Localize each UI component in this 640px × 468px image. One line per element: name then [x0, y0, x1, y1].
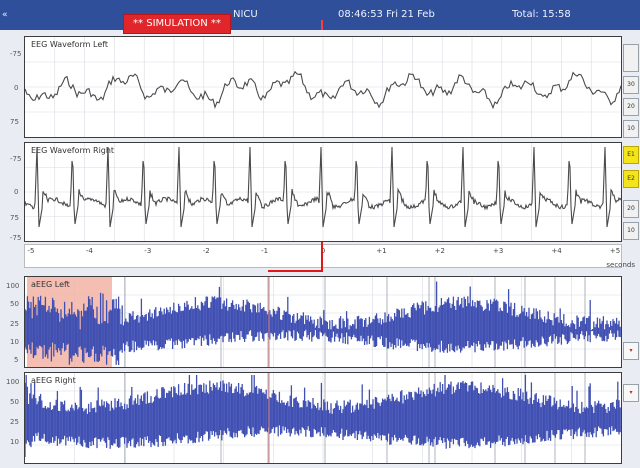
side-button-3[interactable]: 20 [623, 98, 639, 116]
aeeg-band [25, 375, 621, 457]
time-tick-label: -1 [261, 247, 269, 255]
y-label: -75 [10, 234, 22, 242]
panel-title: EEG Waveform Left [31, 40, 109, 49]
status-bar: « ** SIMULATION ** NICU 08:46:53 Fri 21 … [0, 0, 640, 34]
y-label: 25 [10, 320, 19, 328]
side-button-8[interactable]: 10 [623, 222, 639, 240]
time-tick-label: -4 [85, 247, 93, 255]
time-tick-label: +2 [434, 247, 445, 255]
aeeg-right-trend [25, 373, 621, 463]
side-button-4[interactable]: 10 [623, 120, 639, 138]
y-label: 50 [10, 398, 19, 406]
y-label: 50 [10, 300, 19, 308]
eeg-right-grid [25, 143, 621, 241]
eeg-right-trace [25, 146, 621, 228]
time-tick-label: -3 [144, 247, 152, 255]
time-tick-label: +5 [609, 247, 621, 255]
side-button-2[interactable]: 30 [623, 76, 639, 94]
time-tick-label: +1 [376, 247, 387, 255]
y-label: 0 [14, 188, 19, 196]
side-button-1[interactable] [623, 44, 639, 72]
total-time: Total: 15:58 [512, 9, 571, 20]
y-label: 75 [10, 214, 19, 222]
panel-title: EEG Waveform Right [31, 146, 115, 155]
panel-title: aEEG Right [31, 376, 76, 385]
time-tick-label: 0 [320, 247, 326, 255]
marker-icon[interactable]: ▾ [623, 342, 639, 360]
y-label: 5 [14, 356, 19, 364]
grid-lines [25, 37, 621, 137]
eeg-waveform-left-panel: EEG Waveform Left [24, 36, 622, 138]
time-unit: seconds [606, 261, 635, 269]
electrode-button-2[interactable]: E2 [623, 170, 639, 188]
aeeg-left-trend [25, 277, 621, 367]
clock-marker [321, 20, 323, 30]
right-toolbar [622, 30, 640, 468]
panel-title: aEEG Left [31, 280, 70, 289]
y-label: 100 [6, 378, 20, 386]
y-label: -75 [10, 50, 22, 58]
electrode-button-1[interactable]: E1 [623, 146, 639, 164]
eeg-left-trace [25, 70, 621, 110]
time-cursor[interactable] [321, 242, 323, 272]
side-button-7[interactable]: 20 [623, 200, 639, 218]
scroll-left-icon[interactable]: « [2, 10, 8, 20]
marker-icon[interactable]: ▾ [623, 384, 639, 402]
y-label: 25 [10, 418, 19, 426]
eeg-waveform-right-panel: EEG Waveform Right [24, 142, 622, 242]
time-axis: -5 -4 -3 -2 -1 0 +1 +2 +3 +4 +5 seconds [24, 244, 635, 269]
time-tick-label: +3 [493, 247, 504, 255]
eeg-left-grid [25, 37, 621, 137]
time-tick-label: -2 [202, 247, 210, 255]
y-label: 100 [6, 282, 20, 290]
aeeg-band [25, 281, 621, 365]
time-tick-label: -5 [27, 247, 35, 255]
y-label: 10 [10, 338, 19, 346]
clock-display: 08:46:53 Fri 21 Feb [338, 9, 435, 20]
y-label: 75 [10, 118, 19, 126]
simulation-badge: ** SIMULATION ** [123, 14, 231, 34]
left-margin [0, 30, 24, 468]
y-label: -75 [10, 155, 22, 163]
unit-label: NICU [233, 9, 258, 20]
aeeg-left-panel: aEEG Left [24, 276, 622, 368]
y-label: 10 [10, 438, 19, 446]
time-tick-label: +4 [551, 247, 562, 255]
cursor-connector [268, 270, 323, 272]
aeeg-right-panel: aEEG Right [24, 372, 622, 464]
y-label: 0 [14, 84, 19, 92]
